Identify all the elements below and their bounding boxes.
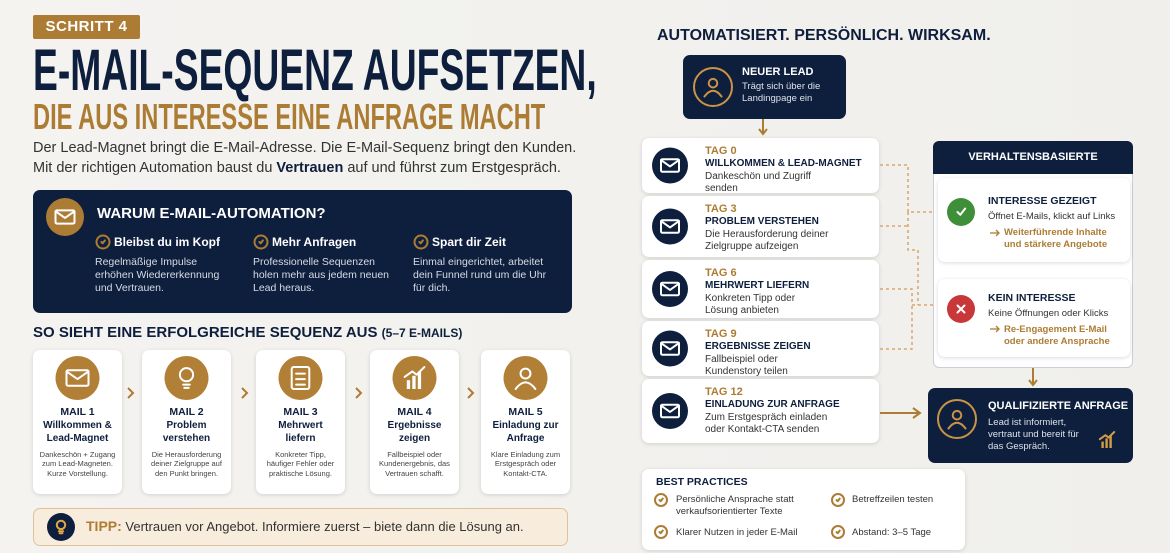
mail-title: Einladung zur Anfrage — [492, 420, 559, 444]
chevron — [241, 387, 249, 399]
day-title: ERGEBNISSE ZEIGEN — [705, 341, 811, 353]
best-practice-item: Abstand: 3–5 Tage — [852, 527, 932, 538]
day-content: TAG 0 WILLKOMMEN & LEAD-MAGNET Dankeschön … — [705, 145, 870, 195]
tip-text: TIPP: Vertrauen vor Angebot. Informiere … — [86, 518, 524, 534]
start-text: Trägt sich über die Landingpage ein — [742, 81, 821, 104]
arrow-head — [912, 407, 922, 419]
branch-text: Öffnet E-Mails, klickt auf Links — [988, 211, 1116, 222]
intro-line: Mit der richtigen Automation baust du Ve… — [33, 160, 561, 176]
intro-emphasis: Vertrauen — [276, 160, 344, 176]
flow-title: AUTOMATISIERT. PERSÖNLICH. WIRKSAM. — [657, 27, 991, 44]
title-line-1: E-MAIL-SEQUENZ AUFSETZEN, — [33, 38, 597, 103]
why-item-title: Bleibst du im Kopf — [114, 235, 220, 249]
connector — [880, 164, 935, 213]
why-title: WARUM E-MAIL-AUTOMATION? — [97, 205, 326, 222]
day-text: Konkreten Tipp oder Lösung anbieten — [705, 292, 796, 316]
day-title: PROBLEM VERSTEHEN — [705, 216, 819, 228]
connector — [880, 288, 935, 306]
behavior-header — [933, 141, 1133, 174]
connector — [907, 212, 919, 305]
mail-text: Die Herausforderung deiner Zielgruppe au… — [151, 450, 222, 478]
chevron — [355, 387, 363, 399]
day-text: Zum Erstgespräch einladen oder Kontakt-C… — [705, 411, 828, 435]
day-label: TAG 6 — [705, 267, 737, 279]
chevron — [467, 387, 475, 399]
mail-title: Problem verstehen — [162, 420, 211, 444]
day-content: TAG 9 ERGEBNISSE ZEIGEN Fallbeispiel oder … — [705, 328, 870, 378]
arrow-head — [758, 128, 768, 136]
day-label: TAG 12 — [705, 386, 743, 398]
branch-text: Keine Öffnungen oder Klicks — [988, 308, 1109, 319]
best-practice-item: Persönliche Ansprache statt verkaufsorie… — [676, 494, 794, 517]
day-label: TAG 0 — [705, 145, 737, 157]
step-badge-bg — [33, 15, 140, 39]
mail-title: Willkommen & Lead-Magnet — [43, 420, 112, 444]
day-content: TAG 6 MEHRWERT LIEFERN Konkreten Tipp oder… — [705, 267, 870, 317]
intro-text: Mit der richtigen Automation baust du — [33, 160, 273, 176]
sequence-count: (5–7 E-MAILS) — [381, 326, 463, 340]
why-item-text: Einmal eingerichtet, arbeitet dein Funne… — [413, 256, 547, 295]
day-title: MEHRWERT LIEFERN — [705, 280, 810, 292]
start-title: NEUER LEAD — [742, 66, 814, 78]
branch-action: Weiterführende Inhalte und stärkere Ange… — [1004, 227, 1108, 250]
sequence-title: SO SIEHT EINE ERFOLGREICHE SEQUENZ AUS (… — [33, 324, 462, 341]
why-item-title: Spart dir Zeit — [432, 235, 507, 249]
title-line-2: DIE AUS INTERESSE EINE ANFRAGE MACHT — [33, 96, 546, 137]
mail-text: Fallbeispiel oder Kundenergebnis, das Ve… — [379, 450, 450, 478]
mail-title: Ergebnisse zeigen — [387, 420, 442, 444]
mail-label: MAIL 5 — [508, 406, 543, 418]
intro-text: auf und führst zum Erstgespräch. — [347, 160, 561, 176]
connector — [880, 305, 913, 350]
day-title: EINLADUNG ZUR ANFRAGE — [705, 399, 840, 411]
behavior-title: VERHALTENSBASIERTE AUTOMATION — [968, 151, 1098, 196]
best-practices-title: BEST PRACTICES — [656, 476, 748, 488]
mail-label: MAIL 1 — [60, 406, 95, 418]
tip-label: TIPP: — [86, 518, 122, 534]
branch-action: Re-Engagement E-Mail oder andere Ansprac… — [1004, 324, 1110, 347]
why-box — [33, 190, 572, 313]
day-text: Dankeschön und Zugriff senden — [705, 170, 811, 194]
day-text: Fallbeispiel oder Kundenstory teilen — [705, 353, 788, 377]
intro-line: Der Lead-Magnet bringt die E-Mail-Adress… — [33, 140, 577, 156]
tip-body: Vertrauen vor Angebot. Informiere zuerst… — [125, 519, 524, 534]
mail-text: Dankeschön + Zugang zum Lead-Magneten. K… — [39, 450, 116, 478]
arrow-head — [1028, 379, 1038, 387]
mail-title: Mehrwert liefern — [278, 420, 323, 444]
best-practice-item: Klarer Nutzen in jeder E-Mail — [676, 527, 798, 538]
result-title: QUALIFIZIERTE ANFRAGE — [988, 400, 1129, 412]
mail-label: MAIL 3 — [283, 406, 318, 418]
day-title: WILLKOMMEN & LEAD-MAGNET — [705, 158, 862, 170]
day-content: TAG 12 EINLADUNG ZUR ANFRAGE Zum Erstgespr… — [705, 386, 870, 436]
why-item-text: Professionelle Sequenzen holen mehr aus … — [253, 256, 390, 295]
why-item-text: Regelmäßige Impulse erhöhen Wiedererkenn… — [95, 256, 220, 295]
best-practices-card — [642, 469, 965, 550]
mail-label: MAIL 2 — [169, 406, 204, 418]
result-text: Lead ist informiert, vertraut und bereit… — [988, 417, 1079, 452]
why-item-title: Mehr Anfragen — [272, 235, 357, 249]
day-content: TAG 3 PROBLEM VERSTEHEN Die Herausforderun… — [705, 203, 870, 253]
mail-label: MAIL 4 — [397, 406, 432, 418]
branch-title: KEIN INTERESSE — [988, 292, 1076, 304]
branch-title: INTERESSE GEZEIGT — [988, 195, 1097, 207]
day-label: TAG 3 — [705, 203, 737, 215]
sequence-title-text: SO SIEHT EINE ERFOLGREICHE SEQUENZ AUS — [33, 324, 378, 341]
step-badge: SCHRITT 4 — [45, 18, 128, 35]
tip-box — [33, 508, 568, 546]
day-label: TAG 9 — [705, 328, 737, 340]
mail-text: Klare Einladung zum Erstgespräch oder Ko… — [490, 450, 561, 478]
best-practice-item: Betreffzeilen testen — [852, 494, 934, 505]
day-text: Die Herausforderung deiner Zielgruppe au… — [705, 228, 829, 252]
mail-text: Konkreter Tipp, häufiger Fehler oder pra… — [266, 450, 335, 478]
chevron — [127, 387, 135, 399]
